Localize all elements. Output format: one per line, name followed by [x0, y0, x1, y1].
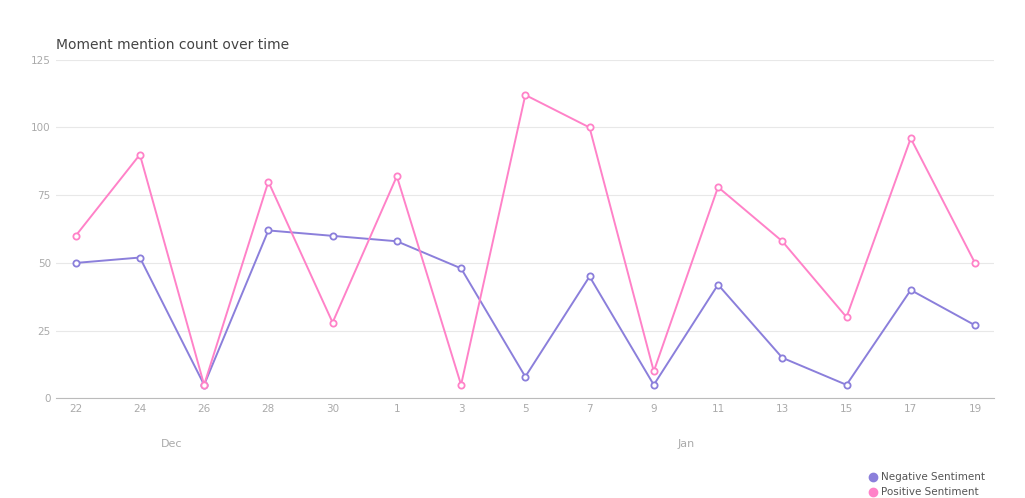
Text: Jan: Jan	[678, 439, 695, 449]
Positive Sentiment	[198, 382, 210, 388]
Positive Sentiment	[262, 179, 275, 185]
Negative Sentiment	[776, 355, 788, 361]
Negative Sentiment	[391, 238, 403, 244]
Negative Sentiment	[198, 382, 210, 388]
Positive Sentiment	[712, 184, 725, 190]
Text: Moment mention count over time: Moment mention count over time	[56, 38, 289, 52]
Negative Sentiment	[648, 382, 660, 388]
Positive Sentiment	[326, 320, 338, 326]
Positive Sentiment	[905, 135, 917, 141]
Negative Sentiment	[840, 382, 853, 388]
Negative Sentiment	[712, 282, 725, 288]
Negative Sentiment	[133, 254, 146, 260]
Positive Sentiment	[519, 92, 531, 98]
Positive Sentiment	[969, 260, 981, 266]
Positive Sentiment	[583, 124, 596, 130]
Legend: Negative Sentiment, Positive Sentiment: Negative Sentiment, Positive Sentiment	[866, 468, 989, 498]
Positive Sentiment	[455, 382, 467, 388]
Positive Sentiment	[776, 238, 788, 244]
Positive Sentiment	[648, 369, 660, 374]
Negative Sentiment	[262, 228, 275, 234]
Negative Sentiment	[905, 287, 917, 293]
Line: Positive Sentiment: Positive Sentiment	[73, 92, 978, 388]
Negative Sentiment	[583, 273, 596, 279]
Negative Sentiment	[519, 374, 531, 379]
Negative Sentiment	[326, 233, 338, 239]
Positive Sentiment	[133, 151, 146, 157]
Negative Sentiment	[455, 265, 467, 271]
Negative Sentiment	[969, 322, 981, 328]
Text: Dec: Dec	[161, 439, 182, 449]
Negative Sentiment	[70, 260, 82, 266]
Positive Sentiment	[840, 314, 853, 320]
Positive Sentiment	[70, 233, 82, 239]
Positive Sentiment	[391, 173, 403, 179]
Line: Negative Sentiment: Negative Sentiment	[73, 227, 978, 388]
